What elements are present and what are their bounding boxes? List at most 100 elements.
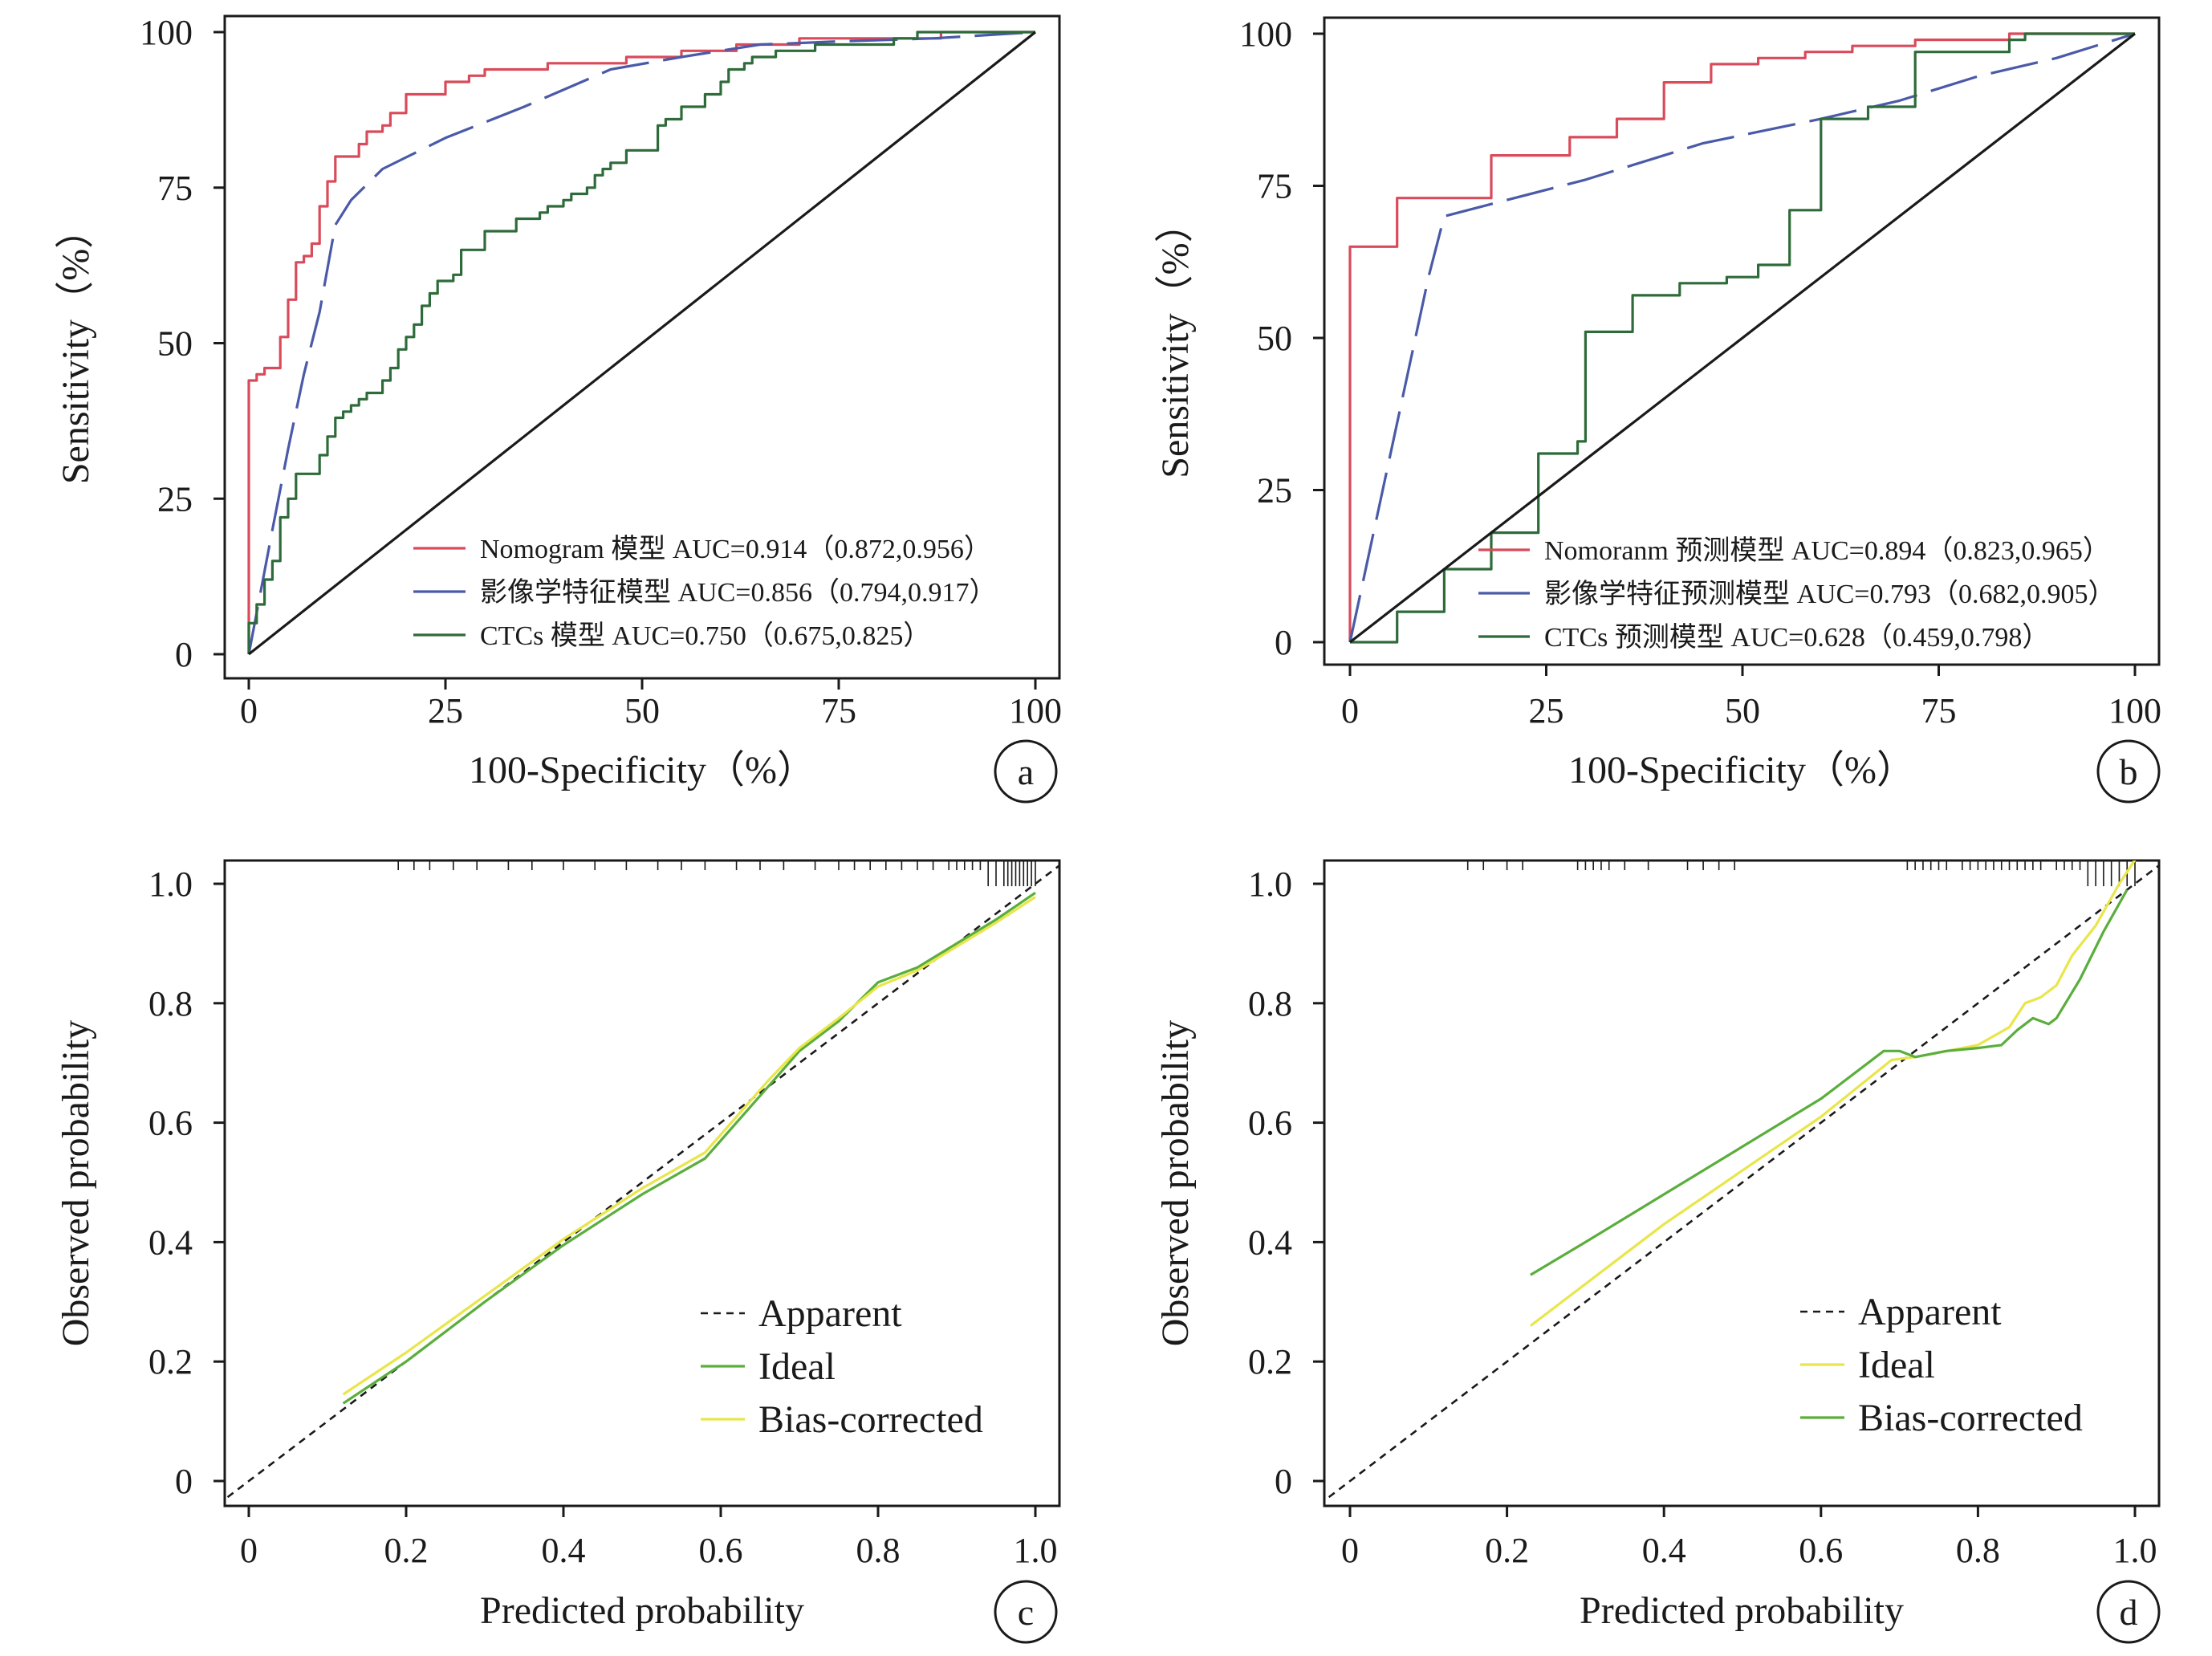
x-tick-label: 0: [1341, 1531, 1359, 1570]
y-tick-label: 100: [1239, 14, 1292, 54]
x-tick-label: 0.8: [1956, 1531, 2000, 1570]
x-axis-label: 100-Specificity（%）: [469, 749, 815, 791]
plot-frame: [1323, 16, 2161, 666]
y-tick-label: 0.6: [148, 1104, 193, 1143]
panel-label: b: [2120, 751, 2138, 792]
panel-label-circle: [994, 739, 1058, 804]
y-tick-label: 1.0: [148, 865, 193, 904]
series-line-2: [247, 31, 1035, 654]
x-tick-label: 1.0: [1014, 1531, 1058, 1570]
series-line-0: [247, 31, 1035, 654]
legend-label: Apparent: [758, 1292, 902, 1335]
x-tick-label: 0.8: [856, 1531, 901, 1570]
x-tick-label: 0: [240, 691, 258, 730]
y-tick-label: 0.2: [148, 1342, 193, 1381]
y-axis-label: Observed probability: [1154, 1020, 1197, 1347]
chart-panel-a: 0 25 50 75 100 0 25 50 75 100 100-Specificity（%） Se…: [55, 13, 1062, 804]
panel-label: a: [1018, 751, 1034, 792]
legend-label: Ideal: [1858, 1344, 1935, 1386]
x-tick-label: 0.4: [542, 1531, 586, 1570]
legend-label: Bias-corrected: [1858, 1397, 2083, 1439]
legend-label: Nomoranm 预测模型 AUC=0.894（0.823,0.965）: [1544, 535, 2110, 566]
y-axis-label: Observed probability: [55, 1020, 97, 1347]
x-axis-label: Predicted probability: [1580, 1589, 1904, 1632]
series-line-0: [1348, 32, 2135, 642]
y-tick-label: 0.8: [1248, 984, 1292, 1023]
series-group: [225, 864, 1059, 1501]
y-tick-label: 0.2: [1248, 1342, 1292, 1381]
y-tick-label: 75: [1257, 167, 1292, 206]
panel-label: d: [2120, 1592, 2138, 1633]
legend-label: Nomogram 模型 AUC=0.914（0.872,0.956）: [480, 534, 991, 564]
series-line-1: [1529, 861, 2137, 1327]
x-tick-label: 50: [1725, 691, 1760, 730]
y-tick-label: 0.4: [1248, 1223, 1292, 1262]
y-tick-label: 50: [157, 324, 193, 364]
reference-diagonal: [1349, 32, 2136, 644]
series-line-1: [1348, 32, 2136, 643]
x-tick-label: 0: [240, 1531, 258, 1570]
x-tick-label: 75: [1921, 691, 1957, 730]
series-line-1: [342, 891, 1036, 1405]
legend: Nomogram 模型 AUC=0.914（0.872,0.956） 影像学特征模…: [413, 534, 996, 651]
y-tick-label: 0: [175, 1462, 193, 1501]
panel-label-circle: [2096, 1580, 2161, 1644]
panel-label: c: [1018, 1592, 1034, 1633]
legend-label: Apparent: [1858, 1291, 2002, 1333]
x-axis-label: Predicted probability: [480, 1589, 804, 1632]
series-line-2: [1530, 889, 2129, 1276]
y-tick-label: 1.0: [1248, 865, 1292, 904]
panel-label-circle: [2096, 739, 2161, 804]
y-axis-label: Sensitivity（%）: [55, 210, 97, 484]
series-line-1: [247, 31, 1036, 655]
y-tick-label: 0.8: [148, 984, 193, 1023]
x-tick-label: 0.2: [384, 1531, 429, 1570]
x-tick-label: 25: [1529, 691, 1564, 730]
legend-label: 影像学特征模型 AUC=0.856（0.794,0.917）: [480, 577, 996, 608]
legend-label: CTCs 模型 AUC=0.750（0.675,0.825）: [480, 620, 930, 651]
series-group: [247, 31, 1036, 656]
x-tick-label: 50: [624, 691, 660, 730]
x-axis-label: 100-Specificity（%）: [1568, 749, 1915, 791]
legend-label: Ideal: [758, 1345, 836, 1388]
legend: Apparent Ideal Bias-corrected: [701, 1292, 983, 1441]
legend-label: 影像学特征预测模型 AUC=0.793（0.682,0.905）: [1544, 579, 2115, 609]
y-tick-label: 0.6: [1248, 1104, 1292, 1143]
y-tick-label: 0: [175, 635, 193, 674]
y-tick-label: 25: [1257, 471, 1292, 511]
x-tick-label: 0.6: [1799, 1531, 1843, 1570]
x-tick-label: 100: [2108, 691, 2161, 730]
y-axis-label: Sensitivity（%）: [1154, 204, 1197, 478]
x-tick-label: 75: [821, 691, 856, 730]
y-tick-label: 50: [1257, 319, 1292, 358]
legend: Apparent Ideal Bias-corrected: [1800, 1291, 2083, 1439]
chart-panel-b: 0 25 50 75 100 0 25 50 75 100 100-Specificity（%） Se…: [1154, 14, 2161, 804]
x-tick-label: 1.0: [2113, 1531, 2157, 1570]
plot-frame: [1323, 859, 2161, 1507]
y-tick-label: 75: [157, 169, 193, 208]
chart-panel-d: 0 0.2 0.4 0.6 0.8 1.0 0 0.2 0.4 0.6 0.8 1.0 Predicte…: [1154, 859, 2161, 1644]
x-tick-label: 0.4: [1642, 1531, 1686, 1570]
y-tick-label: 0: [1275, 623, 1292, 662]
y-tick-label: 0: [1275, 1462, 1292, 1501]
legend: Nomoranm 预测模型 AUC=0.894（0.823,0.965） 影像学特…: [1478, 535, 2115, 653]
y-tick-label: 0.4: [148, 1223, 193, 1262]
x-tick-label: 0: [1341, 691, 1359, 730]
legend-label: CTCs 预测模型 AUC=0.628（0.459,0.798）: [1544, 622, 2049, 653]
series-group: [1324, 861, 2159, 1503]
y-tick-label: 100: [140, 13, 193, 52]
x-tick-label: 25: [428, 691, 463, 730]
plot-frame: [223, 859, 1061, 1507]
x-tick-label: 100: [1009, 691, 1062, 730]
series-line-0: [1324, 864, 2159, 1503]
series-line-0: [225, 864, 1059, 1501]
x-tick-label: 0.2: [1485, 1531, 1529, 1570]
legend-label: Bias-corrected: [758, 1398, 983, 1441]
panel-label-circle: [994, 1580, 1058, 1644]
chart-panel-c: 0 0.2 0.4 0.6 0.8 1.0 0 0.2 0.4 0.6 0.8 1.0 Predicte…: [55, 859, 1061, 1644]
y-tick-label: 25: [157, 479, 193, 519]
x-tick-label: 0.6: [699, 1531, 743, 1570]
series-line-2: [342, 896, 1036, 1396]
reference-diagonal: [248, 31, 1036, 656]
